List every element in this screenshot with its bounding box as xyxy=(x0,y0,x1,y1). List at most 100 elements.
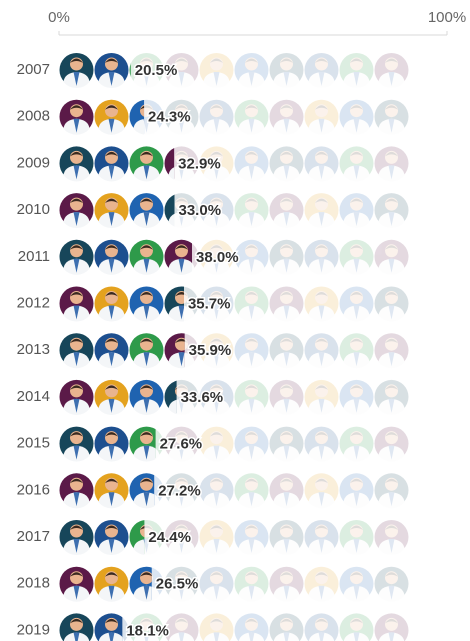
icon-hair xyxy=(140,198,153,204)
person-icon xyxy=(374,520,409,556)
person-icon xyxy=(304,520,339,556)
icon-shirt xyxy=(73,398,80,413)
icon-shirt xyxy=(248,72,255,86)
icon-hair xyxy=(385,618,398,624)
icon-bg xyxy=(304,613,339,641)
icon-head xyxy=(280,384,293,398)
person-icon xyxy=(59,286,94,322)
icon-hair xyxy=(175,618,188,624)
icon-head xyxy=(385,431,398,445)
person-icon xyxy=(339,99,374,135)
icon-bg xyxy=(339,473,374,508)
icon-hair xyxy=(140,58,153,63)
icon-bg xyxy=(234,426,269,461)
person-icon xyxy=(304,286,339,322)
icon-bg xyxy=(339,520,374,554)
icon-shirt xyxy=(73,632,80,641)
value-icons xyxy=(59,193,175,229)
icon-hair xyxy=(175,572,188,577)
icon-coat xyxy=(168,167,175,180)
person-icon xyxy=(304,426,339,462)
icon-shirt xyxy=(283,398,290,413)
icon-bg xyxy=(304,53,339,87)
icon-hair xyxy=(175,525,188,530)
icon-head xyxy=(210,104,223,118)
icon-bg xyxy=(304,286,339,321)
icon-head xyxy=(315,57,328,71)
person-icon xyxy=(59,379,94,415)
icon-hair xyxy=(385,525,398,530)
icon-bg xyxy=(164,53,199,87)
icon-head xyxy=(350,571,363,585)
person-icon xyxy=(199,566,234,602)
icon-bg xyxy=(234,99,269,134)
icon-shirt xyxy=(388,398,395,413)
icon-shirt xyxy=(248,585,255,600)
person-icon xyxy=(234,193,269,229)
person-icon xyxy=(164,426,199,462)
icon-shirt xyxy=(283,165,290,180)
y-tick-label: 2017 xyxy=(17,528,50,545)
icon-hair xyxy=(280,338,293,344)
icon-head xyxy=(245,524,258,538)
person-icon xyxy=(269,193,304,229)
icon-coat xyxy=(203,492,230,509)
icon-shirt xyxy=(73,258,80,273)
person-icon xyxy=(199,53,234,89)
person-icon xyxy=(374,193,409,229)
icon-hair xyxy=(70,572,83,577)
icon-coat xyxy=(203,118,230,135)
icon-bg xyxy=(269,239,304,274)
icon-head xyxy=(210,244,223,258)
icon-shirt xyxy=(213,165,220,180)
icon-shirt xyxy=(283,539,290,553)
person-icon xyxy=(164,99,199,135)
icon-shirt xyxy=(248,539,255,553)
data-label: 38.0% xyxy=(196,249,239,266)
icon-head xyxy=(350,291,363,304)
icon-coat xyxy=(378,398,405,415)
icon-bg xyxy=(234,379,269,414)
icon-shirt xyxy=(178,72,185,86)
icon-hair xyxy=(210,432,223,437)
icon-head xyxy=(245,571,258,585)
icon-bg xyxy=(339,146,374,181)
icon-coat xyxy=(308,212,335,229)
icon-hair xyxy=(350,245,363,250)
icon-shirt xyxy=(178,212,185,227)
icon-head xyxy=(175,197,188,211)
icon-hair xyxy=(175,387,177,390)
icon-head xyxy=(245,244,258,258)
person-icon xyxy=(59,146,94,182)
person-icon xyxy=(59,473,94,509)
person-icon xyxy=(59,520,94,556)
icon-hair xyxy=(385,478,398,484)
icon-bg xyxy=(269,53,304,87)
icon-hair xyxy=(245,525,258,530)
icon-bg xyxy=(234,333,269,368)
icon-head xyxy=(280,431,293,445)
icon-shirt xyxy=(388,539,395,553)
icon-bg xyxy=(339,239,374,274)
icon-head xyxy=(245,104,258,118)
icon-coat xyxy=(168,118,195,135)
icon-coat xyxy=(168,585,195,602)
icon-hair xyxy=(385,105,398,110)
icon-shirt xyxy=(248,258,255,273)
icon-hair xyxy=(70,525,83,530)
icon-bg xyxy=(304,426,339,461)
value-icons xyxy=(59,473,155,509)
value-icons xyxy=(59,286,184,322)
person-icon xyxy=(164,194,175,227)
icon-shirt xyxy=(388,632,395,641)
icon-shirt xyxy=(73,118,80,133)
person-icon xyxy=(339,53,374,89)
person-icon xyxy=(199,333,234,369)
icon-head xyxy=(280,477,293,491)
icon-hair xyxy=(70,245,83,250)
person-icon xyxy=(269,473,304,509)
person-icon xyxy=(199,193,234,229)
icon-hair xyxy=(315,385,328,390)
person-icon xyxy=(129,613,164,641)
